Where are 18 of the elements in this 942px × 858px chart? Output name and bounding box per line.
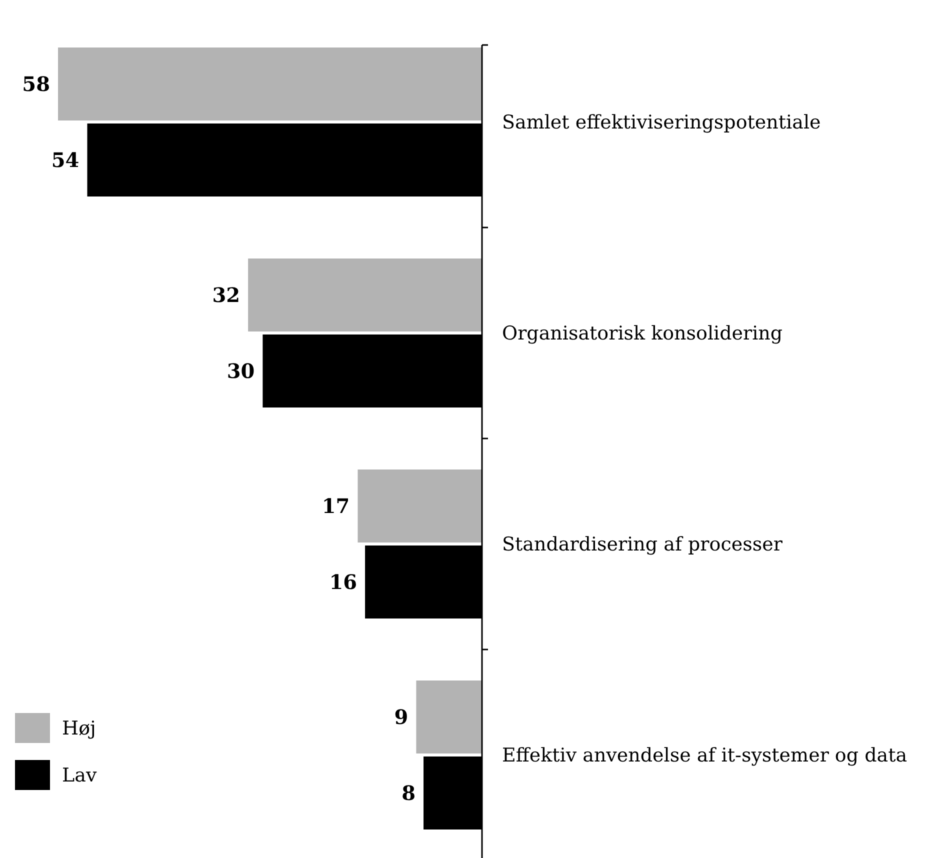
y-tick-label: Organisatorisk konsolidering [502,322,783,345]
y-tick-label: Samlet effektiviseringspotentiale [502,112,821,134]
y-tick-label: Effektiv anvendelse af it-systemer og data [502,744,908,767]
bar [248,258,482,332]
data-label: 32 [212,283,240,307]
data-label: 58 [22,72,50,96]
legend-label: Høj [62,718,96,740]
bar [416,680,482,754]
legend-label: Lav [62,764,97,787]
data-label: 16 [329,570,358,594]
data-label: 30 [226,359,255,383]
data-label: 8 [402,781,416,805]
bar [58,48,482,120]
bar [358,470,482,542]
y-tick-label: Standardisering af processer [502,534,784,556]
data-label: 17 [322,494,350,518]
data-label: 9 [394,705,408,729]
data-label: 54 [51,148,80,172]
